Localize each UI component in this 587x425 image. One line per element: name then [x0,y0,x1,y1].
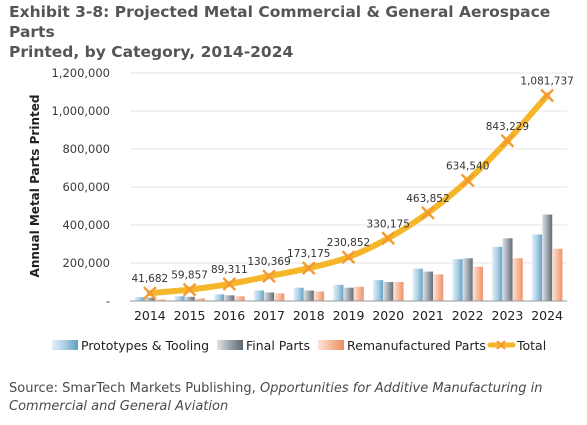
total-marker [262,269,276,284]
x-tick-label: 2023 [492,308,524,323]
bar-final-parts [224,295,235,301]
bar-prototypes-tooling [531,234,543,301]
total-data-label: 1,081,737 [520,75,573,87]
bar-final-parts [263,292,275,301]
total-data-label: 843,229 [486,121,529,133]
source-publication: Opportunities for Additive Manufacturing… [9,381,543,414]
y-axis-title: Annual Metal Parts Printed [28,95,42,278]
total-marker [381,231,396,246]
bar-prototypes-tooling [333,284,344,301]
legend-remanufactured-parts: Remanufactured Parts [318,338,486,353]
total-data-label: 130,369 [247,256,290,268]
y-tick-label: 1,200,000 [51,66,110,80]
chart: - 200,000 400,000 600,000 800,000 1,000,000 1,… [28,66,574,353]
x-axis: 2014 2015 2016 2017 2018 2019 2020 2021 2022 2023… [134,308,563,323]
bar-remanufactured-parts [194,298,205,301]
x-tick-label: 2022 [452,308,484,323]
total-marker [143,286,157,300]
x-tick-label: 2019 [333,308,365,323]
source-prefix: Source: SmarTech Markets Publishing, [9,381,260,396]
total-data-label: 330,175 [367,218,410,230]
total-marker [500,133,515,148]
total-marker [540,88,554,103]
total-data-label: 59,857 [171,270,208,282]
chart-title-line-1: Exhibit 3-8: Projected Metal Commercial … [9,3,551,41]
legend-prototypes-tooling: Prototypes & Tooling [52,338,209,353]
total-data-label: 230,852 [327,237,370,249]
x-tick-label: 2021 [412,308,444,323]
bar-remanufactured-parts [393,282,404,301]
bar-remanufactured-parts [512,258,523,301]
legend-swatch [52,340,78,350]
y-tick-label: 200,000 [62,256,110,270]
y-tick-label: 600,000 [62,180,110,194]
bar-prototypes-tooling [293,287,304,301]
total-marker [182,282,197,297]
bar-prototypes-tooling [134,297,145,301]
bar-final-parts [343,287,354,301]
bar-final-parts [383,282,394,301]
bar-prototypes-tooling [372,280,384,301]
x-tick-label: 2014 [134,308,166,323]
x-tick-label: 2024 [531,308,563,323]
legend-marker [496,340,506,350]
bar-remanufactured-parts [353,286,364,301]
y-tick-label: 800,000 [62,142,110,156]
x-tick-label: 2020 [372,308,404,323]
x-tick-label: 2016 [213,308,245,323]
total-data-label: 634,540 [446,160,489,172]
legend-label: Total [516,338,546,353]
legend-total: Total [487,338,546,353]
bar-prototypes-tooling [214,294,225,301]
bar-final-parts [542,214,553,301]
bar-prototypes-tooling [253,290,264,301]
bar-prototypes-tooling [412,268,423,301]
bar-remanufactured-parts [313,291,325,301]
bar-final-parts [144,297,155,301]
bar-final-parts [502,238,513,301]
bar-remanufactured-parts [433,274,444,301]
source-note: Source: SmarTech Markets Publishing, Opp… [9,380,581,416]
bar-final-parts [462,258,473,301]
legend-swatch [318,340,344,350]
x-tick-label: 2018 [293,308,325,323]
bar-final-parts [422,271,434,301]
y-tick-label: - [106,294,110,308]
bar-remanufactured-parts [274,293,285,301]
bar-remanufactured-parts [472,266,483,301]
bar-prototypes-tooling [452,259,463,301]
gridlines [130,72,567,264]
legend-swatch [217,340,243,350]
legend-label: Final Parts [246,338,310,353]
chart-title: Exhibit 3-8: Projected Metal Commercial … [9,2,584,62]
total-marker [460,173,475,188]
legend-label: Prototypes & Tooling [81,338,209,353]
bars [134,214,563,301]
total-data-label: 463,852 [406,193,449,205]
bar-prototypes-tooling [174,296,185,301]
total-marker [301,261,316,275]
legend-final-parts: Final Parts [217,338,310,353]
y-tick-label: 400,000 [62,218,110,232]
legend: Prototypes & Tooling Final Parts Remanufac… [52,338,546,353]
total-marker [341,250,356,264]
total-data-label: 41,682 [131,273,168,285]
total-marker [222,277,237,291]
bar-final-parts [184,296,195,301]
x-tick-label: 2017 [253,308,285,323]
y-axis: - 200,000 400,000 600,000 800,000 1,000,000 1,… [51,66,110,308]
bar-final-parts [303,290,314,301]
y-tick-label: 1,000,000 [51,104,110,118]
bar-remanufactured-parts [154,299,166,301]
chart-title-line-2: Printed, by Category, 2014-2024 [9,43,294,61]
bar-remanufactured-parts [234,296,245,301]
x-tick-label: 2015 [174,308,206,323]
bar-prototypes-tooling [492,246,503,301]
total-data-label: 173,175 [287,248,330,260]
total-marker [421,206,435,220]
bar-remanufactured-parts [552,248,563,301]
total-data-label: 89,311 [211,264,248,276]
legend-label: Remanufactured Parts [347,338,486,353]
